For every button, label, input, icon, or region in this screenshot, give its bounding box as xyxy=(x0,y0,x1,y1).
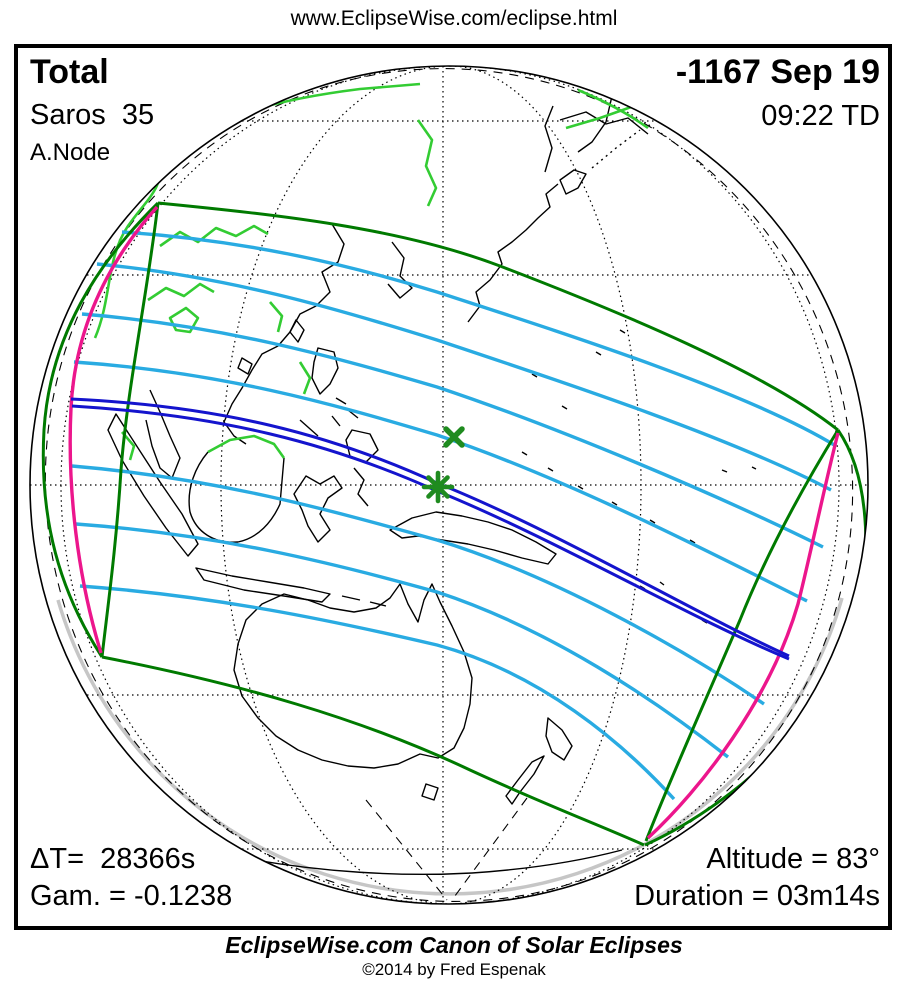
eclipse-type-label: Total xyxy=(30,53,109,91)
delta-t-label: ΔT= 28366s xyxy=(30,843,196,875)
globe-limb xyxy=(29,65,869,905)
node-label: A.Node xyxy=(30,139,111,166)
altitude-label: Altitude = 83° xyxy=(706,843,880,875)
gamma-label: Gam. = -0.1238 xyxy=(30,880,233,912)
page-url-text: www.EclipseWise.com/eclipse.html xyxy=(290,7,618,30)
limb-shadow-arc xyxy=(56,597,844,896)
magnitude-contours xyxy=(71,230,837,801)
coastlines-black xyxy=(107,73,757,876)
eclipse-date-label: -1167 Sep 19 xyxy=(675,53,880,91)
terminator-dashed-line xyxy=(44,68,854,902)
footer-copyright: ©2014 by Fred Espenak xyxy=(362,960,546,979)
map-frame-border xyxy=(14,44,892,930)
footer-title: EclipseWise.com Canon of Solar Eclipses xyxy=(225,932,683,958)
saros-label: Saros 35 xyxy=(30,99,155,131)
duration-label: Duration = 03m14s xyxy=(634,880,880,912)
sub-solar-point-marker xyxy=(443,426,465,448)
sunrise-sunset-curves xyxy=(68,205,840,840)
eclipse-time-label: 09:22 TD xyxy=(761,100,880,132)
greatest-eclipse-marker xyxy=(421,470,455,504)
